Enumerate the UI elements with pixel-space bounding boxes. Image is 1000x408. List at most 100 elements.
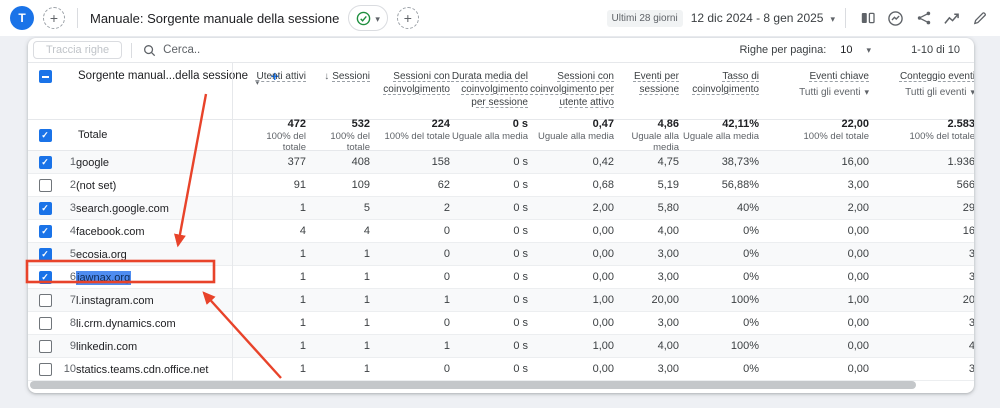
- table-row[interactable]: 1 google 377 408 158 0 s 0,42 4,75 38,73% 16,00…: [28, 151, 974, 174]
- row-checkbox[interactable]: [38, 293, 52, 307]
- avatar[interactable]: T: [10, 6, 34, 30]
- table-row[interactable]: 6 jawnax.org 1 1 0 0 s 0,00 3,00 0% 0,00 3: [28, 266, 974, 289]
- column-header-4[interactable]: Durata media del coinvolgimento per sess…: [451, 71, 528, 109]
- rows-per-page-select[interactable]: 10: [840, 44, 871, 56]
- metric-cell: 16,00: [841, 156, 869, 168]
- edit-icon[interactable]: [967, 6, 992, 31]
- index-column-header: [62, 70, 76, 119]
- search-input[interactable]: Cerca..: [143, 44, 200, 57]
- metric-cell: 224 100% del totale: [384, 117, 451, 142]
- table-row[interactable]: 5 ecosia.org 1 1 0 0 s 0,00 3,00 0% 0,00 3: [28, 243, 974, 266]
- metric-cell: 0 s: [513, 179, 528, 191]
- row-index: 4: [69, 225, 76, 237]
- row-checkbox[interactable]: [38, 155, 52, 169]
- pagination-controls: Righe per pagina: 10 1-10 di 10: [739, 44, 960, 56]
- metric-cell: 1: [363, 317, 370, 329]
- row-checkbox[interactable]: [38, 339, 52, 353]
- metric-cell: 4: [299, 225, 306, 237]
- status-badge[interactable]: [348, 5, 388, 31]
- statistics-icon[interactable]: [939, 6, 964, 31]
- metric-cell: 0: [443, 317, 450, 329]
- metric-cell: 3: [968, 363, 974, 375]
- column-header-2[interactable]: ↓ Sessioni: [324, 71, 370, 82]
- table-row[interactable]: 4 facebook.com 4 4 0 0 s 0,00 4,00 0% 0,00 16: [28, 220, 974, 243]
- rows-per-page-value: 10: [840, 44, 853, 56]
- metric-cell: 0,00: [847, 317, 869, 329]
- row-checkbox[interactable]: [38, 270, 52, 284]
- total-row-checkbox[interactable]: [38, 128, 52, 142]
- row-index: 8: [69, 317, 76, 329]
- table-row[interactable]: 2 (not set) 91 109 62 0 s 0,68 5,19 56,88% 3,00…: [28, 174, 974, 197]
- metric-cell: 38,73%: [721, 156, 759, 168]
- select-all-checkbox[interactable]: [38, 70, 52, 83]
- metric-cell: 42,11% Uguale alla media: [682, 117, 759, 142]
- metric-cell: 4: [968, 340, 974, 352]
- table-row[interactable]: 8 li.crm.dynamics.com 1 1 0 0 s 0,00 3,00 0% 0,…: [28, 312, 974, 335]
- row-index: 7: [69, 294, 76, 306]
- share-icon[interactable]: [911, 6, 936, 31]
- metric-cell: 3,00: [657, 317, 679, 329]
- metric-cell: 0%: [743, 271, 759, 283]
- metric-cell: 0: [443, 225, 450, 237]
- column-header-7[interactable]: Tasso di coinvolgimento: [692, 71, 759, 96]
- comparison-icon[interactable]: [855, 6, 880, 31]
- metric-cell: 0 s: [513, 317, 528, 329]
- metric-cell: 1: [443, 340, 450, 352]
- row-dimension-value: li.crm.dynamics.com: [76, 318, 176, 330]
- metric-cell: 0 s Uguale alla media: [451, 117, 528, 142]
- metric-cell: 0,68: [592, 179, 614, 191]
- dimension-column-header[interactable]: Sorgente manual...della sessione: [78, 70, 249, 82]
- insights-icon[interactable]: [883, 6, 908, 31]
- metric-cell: 3: [968, 271, 974, 283]
- row-checkbox[interactable]: [38, 178, 52, 192]
- column-divider: [232, 63, 233, 381]
- row-checkbox[interactable]: [38, 247, 52, 261]
- row-dimension-value: l.instagram.com: [76, 295, 154, 307]
- chevron-down-icon[interactable]: [830, 9, 835, 27]
- row-dimension-value: google: [76, 157, 110, 169]
- horizontal-scrollbar[interactable]: [30, 381, 916, 389]
- column-header-6[interactable]: Eventi per sessione: [633, 71, 679, 96]
- pagination-status: 1-10 di 10: [911, 44, 960, 56]
- add-dimension-button[interactable]: +: [270, 68, 279, 84]
- table-row[interactable]: 9 linkedin.com 1 1 1 0 s 1,00 4,00 100% 0,00 4: [28, 335, 974, 358]
- metric-cell: 3,00: [657, 248, 679, 260]
- track-rows-button[interactable]: Traccia righe: [33, 41, 123, 59]
- metric-cell: 2,00: [847, 202, 869, 214]
- column-header-8[interactable]: Eventi chiave Tutti gli eventi: [759, 70, 869, 119]
- column-filter-select[interactable]: Tutti gli eventi: [759, 86, 869, 99]
- add-technique-button[interactable]: +: [396, 7, 419, 29]
- row-checkbox[interactable]: [38, 224, 52, 238]
- metric-cell: 0%: [743, 317, 759, 329]
- row-checkbox[interactable]: [38, 316, 52, 330]
- column-header-1[interactable]: Utenti attivi: [256, 71, 306, 82]
- metric-cell: 1,00: [592, 340, 614, 352]
- new-tab-button[interactable]: +: [43, 7, 65, 29]
- page-title: Manuale: Sorgente manuale della sessione: [90, 10, 340, 26]
- divider: [77, 8, 78, 28]
- table-row[interactable]: 3 search.google.com 1 5 2 0 s 2,00 5,80 40% 2,0…: [28, 197, 974, 220]
- metric-cell: 109: [351, 179, 370, 191]
- row-index: 10: [63, 363, 76, 375]
- metric-cell: 408: [351, 156, 370, 168]
- row-checkbox[interactable]: [38, 201, 52, 215]
- metric-cell: 566: [956, 179, 974, 191]
- metric-cell: 0 s: [513, 294, 528, 306]
- metric-cell: 1.936: [947, 156, 974, 168]
- row-checkbox[interactable]: [38, 362, 52, 376]
- row-dimension-value: facebook.com: [76, 226, 145, 238]
- metric-cell: 62: [437, 179, 450, 191]
- column-header-5[interactable]: Sessioni con coinvolgimento per utente a…: [530, 71, 614, 109]
- table-row[interactable]: 7 l.instagram.com 1 1 1 0 s 1,00 20,00 100% 1,0…: [28, 289, 974, 312]
- column-filter-select[interactable]: Tutti gli eventi: [869, 86, 974, 99]
- column-header-3[interactable]: Sessioni con coinvolgimento: [383, 71, 450, 96]
- metric-cell: 4,00: [657, 225, 679, 237]
- chevron-down-icon: [375, 9, 380, 27]
- column-header-9[interactable]: Conteggio eventi Tutti gli eventi: [869, 70, 974, 119]
- date-preset-badge: Ultimi 28 giorni: [606, 9, 683, 27]
- metric-cell: 0 s: [513, 363, 528, 375]
- date-range-selector[interactable]: 12 dic 2024 - 8 gen 2025: [690, 11, 824, 25]
- row-index: 5: [69, 248, 76, 260]
- metric-cell: 1: [299, 202, 306, 214]
